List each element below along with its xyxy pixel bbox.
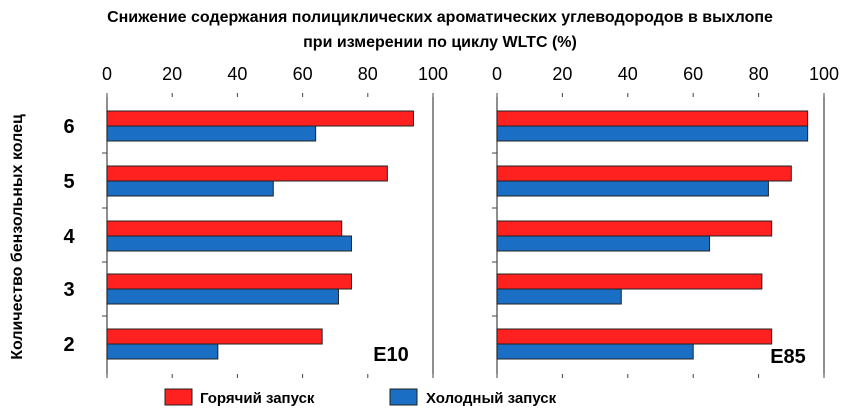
x-tick-label: 0: [102, 64, 112, 84]
bar-hot-2: [496, 328, 773, 345]
legend-label: Холодный запуск: [426, 390, 557, 407]
legend-swatch: [389, 388, 418, 406]
x-tick-label: 100: [418, 64, 448, 84]
panel-label: E85: [770, 346, 806, 368]
panel-e85: 0 20 40 60 80 100 E85: [492, 64, 839, 378]
legend-label: Горячий запуск: [200, 390, 315, 407]
bar-cold-2: [496, 343, 694, 360]
x-tick-label: 60: [683, 64, 703, 84]
bar-hot-6: [496, 110, 809, 127]
bar-hot-5: [496, 165, 792, 182]
bar-hot-4: [496, 220, 773, 237]
category-label: 6: [63, 116, 74, 138]
x-tick-label: 60: [293, 64, 313, 84]
bar-hot-2: [106, 328, 323, 345]
x-tick-label: 0: [492, 64, 502, 84]
x-tick-label: 100: [809, 64, 839, 84]
chart-panels: 0 20 40 60 80 100 E10 0 20 40 60 80 100 E85: [102, 64, 839, 378]
bar-hot-3: [106, 273, 352, 290]
x-tick-label: 40: [618, 64, 638, 84]
bar-cold-5: [496, 180, 769, 197]
y-axis-label: Количество бензольных колец: [9, 114, 26, 360]
x-tick-label: 80: [358, 64, 378, 84]
panel-e10: 0 20 40 60 80 100 E10: [102, 64, 448, 378]
bar-cold-5: [106, 180, 274, 197]
legend-swatch: [164, 388, 193, 406]
category-label: 4: [63, 226, 75, 248]
chart-subtitle: при измерении по циклу WLTC (%): [303, 34, 577, 51]
category-label: 5: [63, 171, 74, 193]
chart-title: Снижение содержания полициклических аром…: [107, 9, 773, 26]
bar-hot-6: [106, 110, 414, 127]
bar-cold-4: [496, 235, 711, 252]
bar-hot-3: [496, 273, 763, 290]
bar-hot-4: [106, 220, 343, 237]
x-tick-label: 80: [749, 64, 769, 84]
bar-cold-3: [496, 288, 622, 305]
x-tick-label: 20: [552, 64, 572, 84]
x-tick-label: 40: [227, 64, 247, 84]
bar-cold-6: [496, 125, 809, 142]
bar-cold-4: [106, 235, 352, 252]
legend: Горячий запуск Холодный запуск: [164, 388, 557, 407]
x-tick-label: 20: [162, 64, 182, 84]
bar-cold-6: [106, 125, 317, 142]
category-label: 3: [63, 279, 74, 301]
bar-hot-5: [106, 165, 388, 182]
bar-cold-2: [106, 343, 219, 360]
category-labels: 6 5 4 3 2: [63, 116, 75, 356]
bar-cold-3: [106, 288, 339, 305]
panel-label: E10: [373, 344, 409, 366]
category-label: 2: [63, 334, 74, 356]
